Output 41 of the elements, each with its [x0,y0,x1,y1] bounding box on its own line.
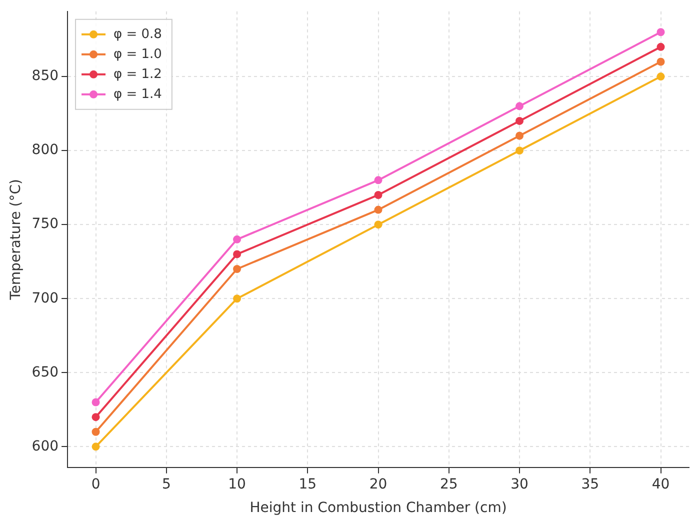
x-tick-label: 35 [581,476,600,492]
legend-label: φ = 0.8 [114,26,162,42]
y-tick-label: 600 [32,438,59,454]
point [516,116,524,125]
x-tick-label: 15 [298,476,317,492]
x-tick-label: 10 [228,476,246,492]
x-axis-title: Height in Combustion Chamber (cm) [250,500,507,516]
x-tick-label: 40 [652,476,670,492]
point [233,250,242,258]
point [233,294,242,303]
y-tick-label: 750 [32,216,59,232]
point [656,42,665,51]
y-axis-title: Temperature (°C) [8,178,24,301]
x-tick-label: 5 [162,476,171,492]
y-tick-label: 650 [32,364,59,380]
point [374,190,382,199]
point [92,442,100,451]
point [92,428,100,436]
point [516,102,524,110]
point [92,398,100,406]
point [516,132,524,140]
point [656,28,665,36]
x-tick-label: 20 [369,476,388,492]
y-tick-label: 800 [32,142,59,158]
point [233,235,242,244]
legend-label: φ = 1.0 [114,46,162,62]
legend-label: φ = 1.2 [114,66,162,82]
legend-label: φ = 1.4 [114,86,162,102]
point [374,220,382,229]
x-tick-label: 0 [91,476,100,492]
x-tick-label: 25 [440,476,458,492]
point [374,176,382,184]
point [656,72,665,81]
point [656,58,665,66]
point [233,265,242,274]
y-tick-label: 850 [32,68,59,84]
point [374,206,382,214]
point [92,413,100,422]
point [516,146,524,155]
x-tick-label: 30 [510,476,528,492]
y-tick-label: 700 [32,290,59,306]
